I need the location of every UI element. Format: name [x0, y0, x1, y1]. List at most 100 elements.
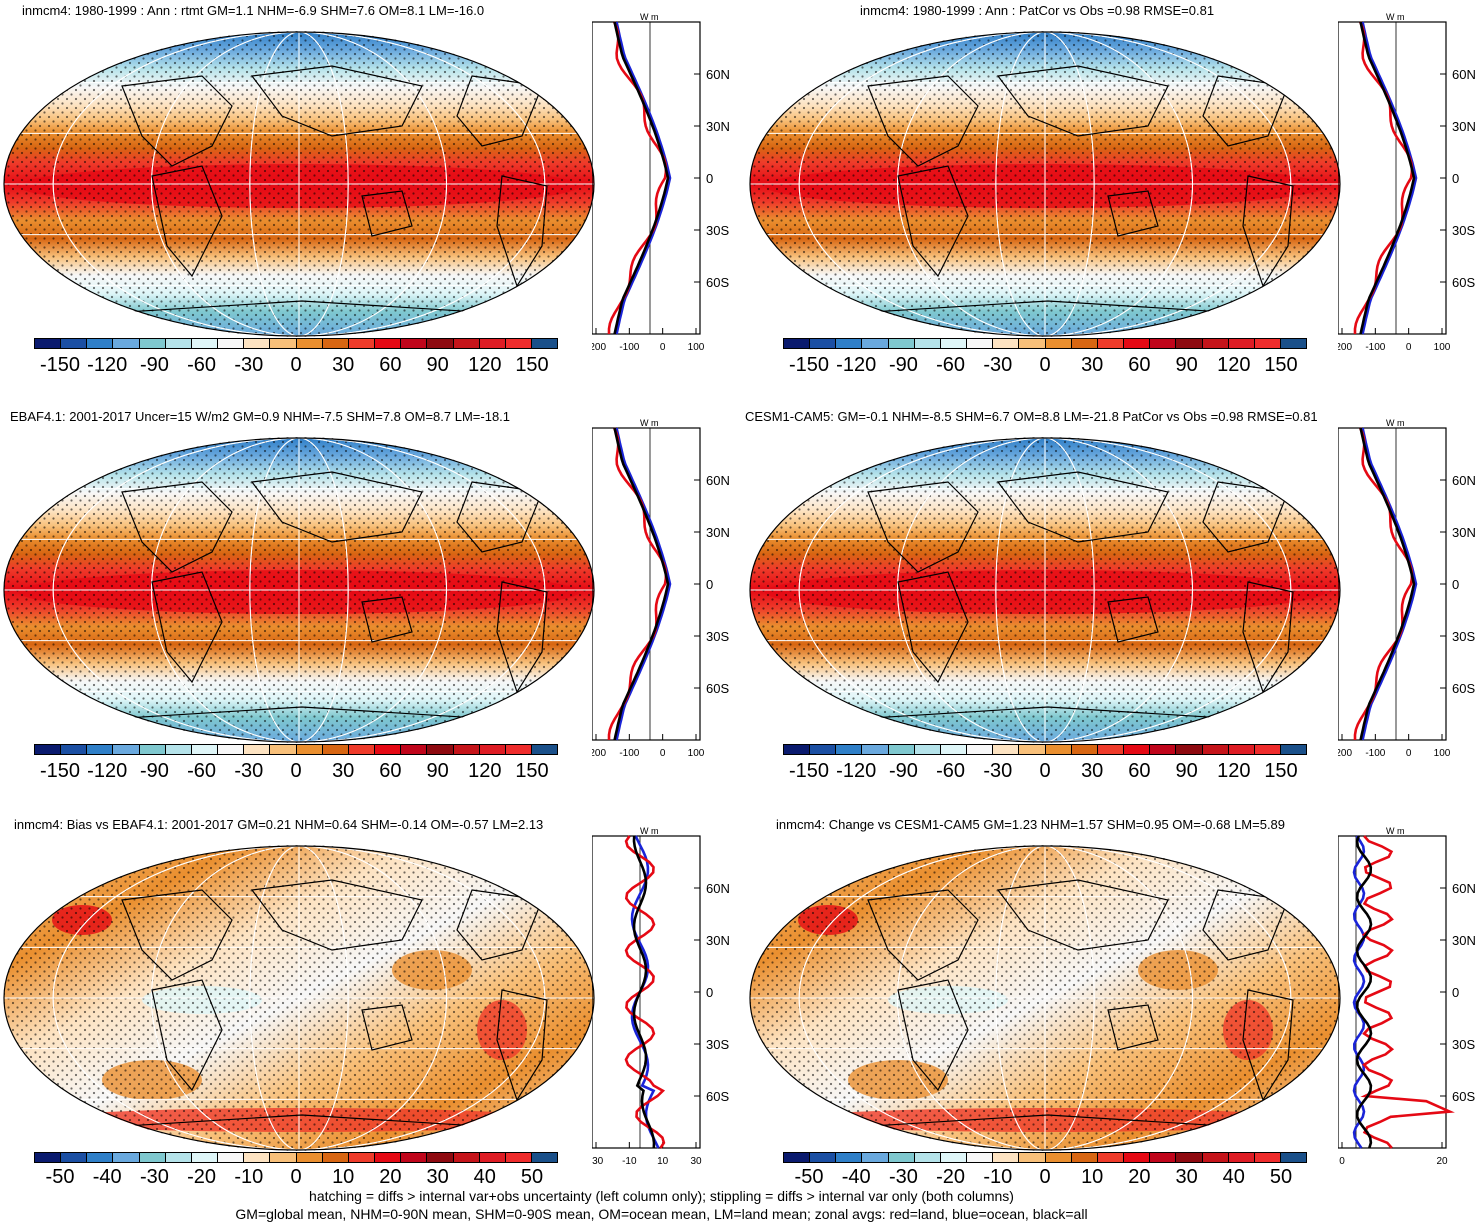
colorbar [783, 744, 1307, 755]
colorbar-swatch [914, 1153, 941, 1162]
continent-outline [867, 889, 979, 981]
colorbar-swatch [940, 339, 968, 348]
x-tick-label: 100 [1434, 342, 1451, 350]
continent-outline [151, 165, 223, 278]
colorbar-swatch [87, 1153, 114, 1162]
zonal-curve-land [1353, 427, 1414, 740]
colorbar-swatch [1045, 745, 1072, 754]
colorbar-tick-label: -60 [187, 354, 217, 376]
panel-title: CESM1-CAM5: GM=-0.1 NHM=-8.5 SHM=6.7 OM=… [745, 409, 1318, 424]
map-panel [749, 437, 1341, 743]
zonal-frame [1338, 427, 1447, 741]
x-tick-label: -200 [592, 748, 606, 756]
colorbar-swatch [35, 1153, 62, 1162]
x-tick-label: 10 [657, 1156, 669, 1164]
colorbar-swatch [1124, 1153, 1151, 1162]
colorbar-tick-label: 90 [1175, 760, 1198, 782]
continent-outline [496, 581, 548, 694]
colorbar-tick-label: -30 [983, 354, 1013, 376]
colorbar-swatch [401, 339, 428, 348]
colorbar-swatch [35, 745, 62, 754]
colorbar-tick-label: 150 [1264, 760, 1298, 782]
colorbar-swatch [218, 339, 245, 348]
lat-tick-label: 0 [1452, 577, 1459, 592]
zonal-unit-label: W m [1386, 12, 1405, 22]
colorbar [34, 744, 558, 755]
colorbar-swatch [165, 339, 192, 348]
continent-outline [996, 471, 1169, 543]
colorbar-swatch [427, 745, 454, 754]
colorbar-tick-label: 0 [1039, 760, 1051, 782]
colorbar-swatch [322, 339, 349, 348]
colorbar-tick-label: -30 [888, 1166, 918, 1188]
continent-outline [1107, 190, 1159, 237]
colorbar-swatch [1045, 1153, 1072, 1162]
colorbar-swatch [113, 1153, 140, 1162]
colorbar-tick-label: -90 [139, 354, 169, 376]
map-panel [749, 31, 1341, 337]
colorbar-swatch [940, 1153, 968, 1162]
lat-tick-label: 60N [1452, 67, 1476, 82]
colorbar-tick-label: 150 [1264, 354, 1298, 376]
colorbar-swatch [348, 1153, 376, 1162]
map-panel [3, 31, 595, 337]
zonal-unit-label: W m [1386, 826, 1405, 836]
colorbar-swatch [296, 1153, 323, 1162]
colorbar-swatch [165, 745, 192, 754]
colorbar-swatch [1228, 745, 1255, 754]
colorbar-swatch [810, 745, 837, 754]
colorbar-swatch [348, 745, 376, 754]
colorbar-swatch [61, 339, 88, 348]
continent-outline [496, 989, 548, 1102]
lat-tick-label: 30N [706, 933, 730, 948]
colorbar-swatch [967, 339, 994, 348]
colorbar-swatch [784, 1153, 811, 1162]
colorbar-swatch [940, 745, 968, 754]
colorbar-swatch [61, 745, 88, 754]
colorbar-swatch [322, 745, 349, 754]
colorbar-swatch [967, 745, 994, 754]
zonal-curve-all [632, 835, 656, 1149]
colorbar-swatch [836, 745, 863, 754]
colorbar-tick-label: 30 [426, 1166, 449, 1188]
lat-tick-label: 60N [1452, 881, 1476, 896]
colorbar-labels: -50 -40 -30 -20 -10 0 10 20 30 40 50 [783, 1166, 1307, 1190]
colorbar-swatch [479, 339, 506, 348]
colorbar-swatch [1019, 1153, 1046, 1162]
panel-title: inmcm4: 1980-1999 : Ann : rtmt GM=1.1 NH… [22, 3, 485, 18]
zonal-unit-label: W m [640, 826, 659, 836]
colorbar [34, 338, 558, 349]
colorbar-swatch [427, 1153, 454, 1162]
lat-tick-label: 30N [706, 119, 730, 134]
lat-tick-label: 30N [1452, 933, 1476, 948]
colorbar-tick-label: -150 [788, 354, 830, 376]
colorbar-tick-label: 0 [290, 760, 302, 782]
colorbar-swatch [1254, 1153, 1281, 1162]
continent-outline [151, 571, 223, 684]
colorbar-tick-label: -40 [841, 1166, 871, 1188]
colorbar-swatch [479, 1153, 506, 1162]
colorbar-tick-label: -20 [936, 1166, 966, 1188]
colorbar-tick-label: -50 [794, 1166, 824, 1188]
continent-outline [361, 596, 413, 643]
x-tick-label: -100 [1365, 748, 1385, 756]
colorbar-swatch [270, 745, 297, 754]
continent-outline [1107, 596, 1159, 643]
x-tick-label: 30 [690, 1156, 702, 1164]
zonal-curve-all [613, 427, 670, 741]
colorbar-swatch [1280, 745, 1307, 754]
zonal-curve-land [1353, 21, 1414, 334]
colorbar-swatch [1124, 745, 1151, 754]
colorbar-swatch [139, 745, 166, 754]
map-border [749, 31, 1341, 337]
colorbar-tick-label: -60 [936, 760, 966, 782]
zonal-curve-all [1355, 835, 1373, 1149]
lat-tick-label: 60S [1452, 275, 1475, 290]
zonal-curve-ocean [615, 21, 672, 335]
colorbar-tick-label: 30 [1081, 760, 1104, 782]
lat-tick-label: 60N [706, 881, 730, 896]
colorbar-swatch [165, 1153, 192, 1162]
colorbar-tick-label: 30 [332, 760, 355, 782]
colorbar-tick-label: 0 [1039, 1166, 1051, 1188]
colorbar-tick-label: 120 [1217, 760, 1251, 782]
